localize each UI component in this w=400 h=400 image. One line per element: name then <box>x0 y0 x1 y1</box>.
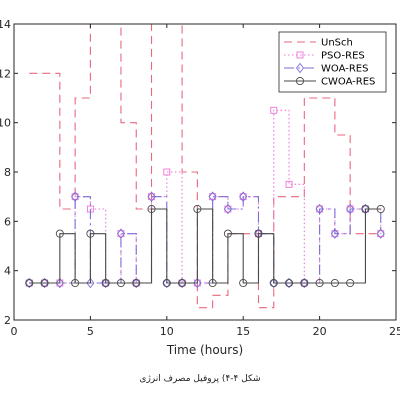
data-point-woa-res <box>223 203 232 215</box>
data-point-pso-res <box>163 168 171 176</box>
y-tick-label: 10 <box>0 117 11 130</box>
x-tick-label: 10 <box>160 325 174 338</box>
x-tick-label: 20 <box>313 325 327 338</box>
data-point-woa-res <box>284 277 294 289</box>
legend-label: CWOA-RES <box>321 77 375 88</box>
series-unsch <box>29 24 381 309</box>
data-point-cwoa-res <box>330 278 339 288</box>
y-tick-label: 4 <box>4 265 11 278</box>
data-point-cwoa-res <box>315 278 324 288</box>
data-point-cwoa-res <box>346 278 355 288</box>
axis-ticks: 0 5 10 15 20 25 2 4 6 8 10 12 14 <box>0 18 400 338</box>
data-point-woa-res <box>269 277 278 289</box>
legend-item: CWOA-RES <box>284 77 375 88</box>
data-point-cwoa-res <box>55 229 64 238</box>
data-point-cwoa-res <box>132 278 141 288</box>
plot-content <box>25 24 385 309</box>
data-point-cwoa-res <box>86 229 95 238</box>
data-point-woa-res <box>193 277 202 289</box>
series-line-pso-res <box>29 109 382 284</box>
legend-label: UnSch <box>321 38 353 49</box>
data-point-cwoa-res <box>147 204 156 214</box>
data-point-cwoa-res <box>25 278 34 288</box>
data-point-woa-res <box>376 228 385 239</box>
data-point-cwoa-res <box>254 229 263 238</box>
data-point-woa-res <box>162 277 171 289</box>
y-tick-label: 12 <box>0 67 11 80</box>
y-tick-label: 8 <box>4 166 11 179</box>
legend-label: WOA-RES <box>321 64 368 75</box>
data-point-woa-res <box>101 277 110 289</box>
legend-label: PSO-RES <box>321 51 365 62</box>
legend-item: UnSch <box>284 38 353 49</box>
data-point-cwoa-res <box>284 278 294 288</box>
figure-caption: شکل ۴-۴) پروفیل مصرف انرژی <box>139 374 261 384</box>
data-point-cwoa-res <box>223 229 232 238</box>
y-tick-label: 2 <box>4 314 11 327</box>
data-point-cwoa-res <box>361 204 370 214</box>
data-point-woa-res <box>300 277 309 289</box>
legend-marker <box>295 76 305 86</box>
data-point-woa-res <box>330 228 339 239</box>
data-point-cwoa-res <box>300 278 309 288</box>
data-point-cwoa-res <box>116 278 126 288</box>
legend-marker <box>295 62 305 74</box>
x-tick-label: 25 <box>389 325 400 338</box>
data-point-cwoa-res <box>178 278 187 288</box>
data-point-woa-res <box>239 191 248 202</box>
data-point-woa-res <box>40 277 49 289</box>
series-cwoa-res <box>25 204 385 288</box>
legend-item: WOA-RES <box>284 62 368 75</box>
x-tick-label: 5 <box>87 325 94 338</box>
legend-item: PSO-RES <box>284 51 365 62</box>
x-axis-label: Time (hours) <box>166 343 243 357</box>
data-point-cwoa-res <box>376 204 385 214</box>
x-tick-label: 0 <box>11 325 18 338</box>
data-point-woa-res <box>315 203 324 215</box>
legend-marker <box>296 51 304 59</box>
data-point-woa-res <box>346 203 355 215</box>
data-point-woa-res <box>55 277 64 289</box>
data-point-cwoa-res <box>40 278 49 288</box>
data-point-cwoa-res <box>269 278 278 288</box>
data-point-woa-res <box>71 191 80 202</box>
y-tick-label: 6 <box>4 215 11 228</box>
series-line-woa-res <box>29 196 382 284</box>
data-point-woa-res <box>132 277 141 289</box>
series-line-cwoa-res <box>29 208 381 284</box>
data-point-woa-res <box>25 277 34 289</box>
series-pso-res <box>25 106 385 287</box>
data-point-cwoa-res <box>71 278 80 288</box>
data-point-pso-res <box>285 180 293 188</box>
data-point-woa-res <box>86 277 95 289</box>
data-point-woa-res <box>208 191 217 202</box>
data-point-woa-res <box>147 191 156 202</box>
data-point-cwoa-res <box>101 278 110 288</box>
data-point-cwoa-res <box>193 204 202 214</box>
x-tick-label: 15 <box>236 325 250 338</box>
data-point-woa-res <box>116 228 126 239</box>
series-woa-res <box>25 191 385 289</box>
data-point-woa-res <box>178 277 187 289</box>
series-line-unsch <box>29 24 381 309</box>
y-tick-label: 14 <box>0 18 11 31</box>
data-point-cwoa-res <box>239 278 248 288</box>
data-point-pso-res <box>270 106 278 114</box>
data-point-cwoa-res <box>208 278 217 288</box>
legend: UnSch PSO-RES WOA-RES CWOA-RES <box>278 31 387 93</box>
data-point-cwoa-res <box>162 278 171 288</box>
